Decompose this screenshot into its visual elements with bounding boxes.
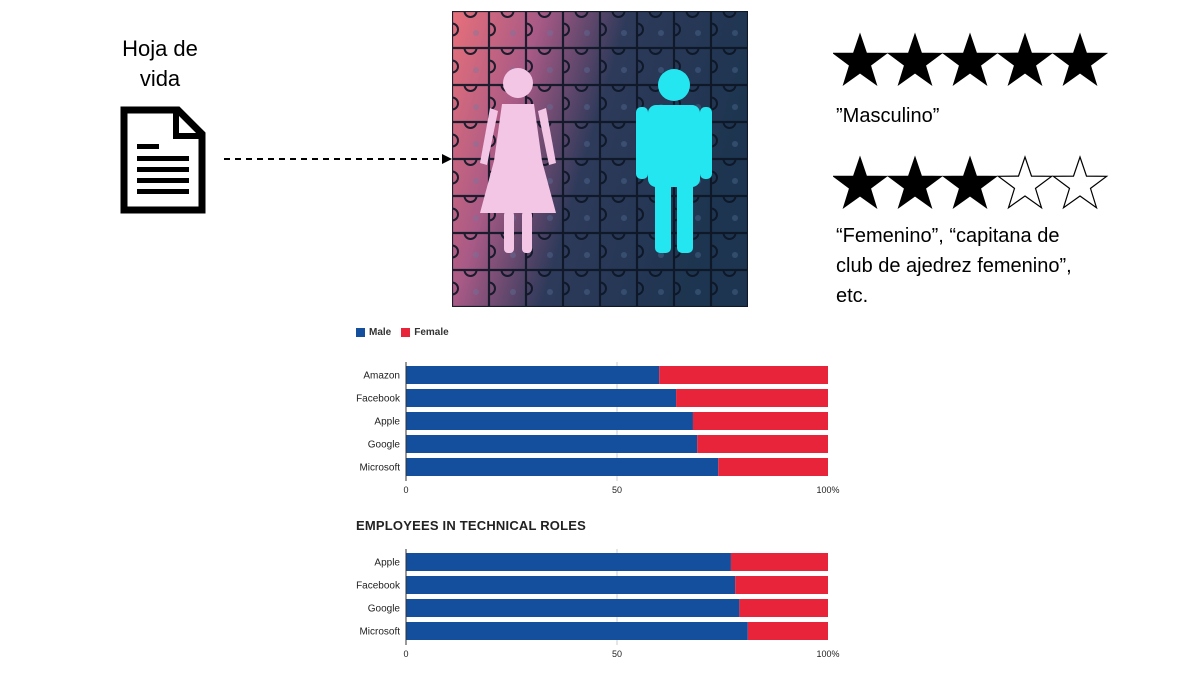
bar-chart-svg: Apple Facebook Google Microsoft 0 50 100% bbox=[356, 549, 840, 659]
star-filled-icon bbox=[1051, 32, 1109, 86]
technical-roles-chart: EMPLOYEES IN TECHNICAL ROLES Apple Facebo… bbox=[340, 508, 860, 668]
rating-stars-femenino bbox=[833, 155, 1109, 210]
category-label: Google bbox=[368, 604, 401, 615]
dashed-arrow-icon bbox=[224, 154, 452, 164]
bar-male-google bbox=[406, 435, 698, 453]
category-label: Amazon bbox=[363, 371, 400, 382]
legend-swatch-male bbox=[356, 328, 365, 337]
star-empty-icon bbox=[996, 155, 1054, 210]
bar-male-facebook bbox=[406, 576, 736, 594]
bar-chart-svg: Amazon Facebook Apple Google Microsoft 0 50 100… bbox=[356, 362, 840, 495]
bar-female-google bbox=[697, 435, 828, 453]
bar-male-amazon bbox=[406, 366, 660, 384]
category-label: Google bbox=[368, 440, 401, 451]
x-tick-label: 100% bbox=[816, 485, 839, 495]
x-tick-label: 50 bbox=[612, 485, 622, 495]
category-label: Facebook bbox=[356, 394, 401, 405]
bar-male-google bbox=[406, 599, 740, 617]
bar-female-facebook bbox=[676, 389, 828, 407]
star-filled-icon bbox=[833, 32, 889, 86]
category-label: Microsoft bbox=[359, 627, 400, 638]
star-filled-icon bbox=[886, 32, 944, 86]
star-filled-icon bbox=[941, 155, 999, 209]
bar-male-apple bbox=[406, 412, 693, 430]
bar-male-microsoft bbox=[406, 622, 748, 640]
legend-label-male: Male bbox=[369, 327, 392, 338]
rating-caption-femenino: “Femenino”, “capitana de club de ajedrez… bbox=[836, 225, 1072, 307]
star-filled-icon bbox=[941, 32, 999, 86]
legend-item-male: Male bbox=[356, 327, 391, 338]
bar-female-apple bbox=[730, 553, 828, 571]
rating-caption-masculino: ”Masculino” bbox=[836, 105, 940, 127]
resume-title: Hoja de vida bbox=[122, 36, 198, 91]
chart-legend: Male Female bbox=[356, 327, 449, 338]
star-filled-icon bbox=[996, 32, 1054, 86]
bar-female-amazon bbox=[659, 366, 828, 384]
legend-label-female: Female bbox=[414, 327, 449, 338]
bar-female-facebook bbox=[735, 576, 828, 594]
document-icon bbox=[120, 106, 206, 214]
bar-female-google bbox=[739, 599, 828, 617]
star-filled-icon bbox=[833, 155, 889, 209]
star-empty-icon bbox=[1051, 155, 1109, 210]
rating-stars-masculino bbox=[833, 32, 1109, 86]
gender-puzzle-image bbox=[452, 11, 748, 307]
x-tick-label: 0 bbox=[403, 485, 408, 495]
bar-female-microsoft bbox=[747, 622, 828, 640]
category-label: Apple bbox=[374, 417, 400, 428]
bar-female-apple bbox=[692, 412, 828, 430]
legend-swatch-female bbox=[401, 328, 411, 337]
x-tick-label: 0 bbox=[403, 649, 408, 659]
category-label: Microsoft bbox=[359, 463, 400, 474]
x-tick-label: 50 bbox=[612, 649, 622, 659]
category-label: Apple bbox=[374, 558, 400, 569]
employees-chart: Male Female Amazon Facebook Apple Google Mic… bbox=[340, 318, 860, 498]
bar-female-microsoft bbox=[718, 458, 828, 476]
x-tick-label: 100% bbox=[816, 649, 839, 659]
bar-male-microsoft bbox=[406, 458, 719, 476]
bar-male-facebook bbox=[406, 389, 677, 407]
bar-male-apple bbox=[406, 553, 731, 571]
category-label: Facebook bbox=[356, 581, 401, 592]
legend-item-female: Female bbox=[401, 327, 449, 338]
chart-title: EMPLOYEES IN TECHNICAL ROLES bbox=[356, 518, 586, 533]
star-filled-icon bbox=[886, 155, 944, 209]
